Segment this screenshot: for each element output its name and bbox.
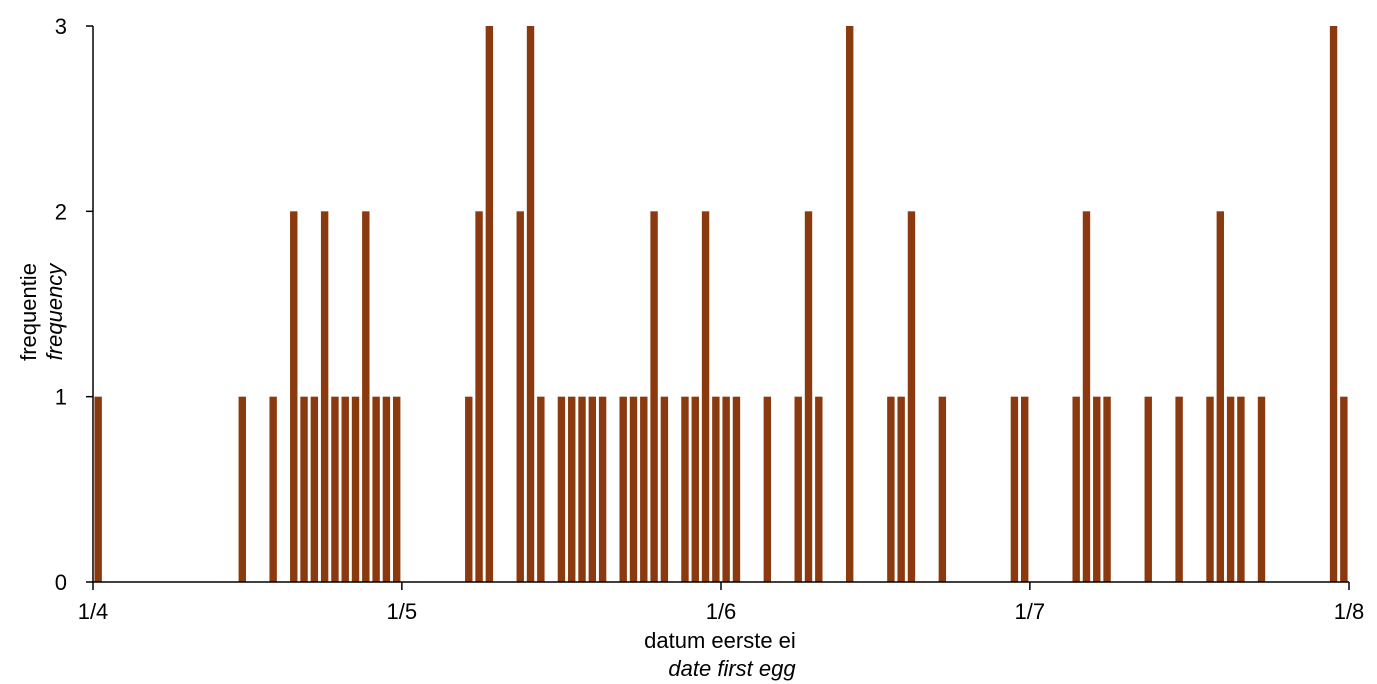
y-tick-label: 3: [55, 14, 67, 39]
bar: [1206, 396, 1214, 582]
bars-group: [94, 26, 1348, 582]
bar: [1257, 396, 1266, 582]
bar: [1010, 396, 1019, 582]
bar: [1237, 396, 1245, 582]
bar: [660, 396, 669, 582]
bar: [722, 396, 730, 582]
bar: [907, 211, 916, 582]
bar: [1103, 396, 1111, 582]
bar: [712, 396, 720, 582]
bar: [475, 211, 483, 582]
bar: [1093, 396, 1101, 582]
bar: [598, 396, 607, 582]
bar: [1226, 396, 1235, 582]
y-tick-label: 1: [55, 385, 67, 410]
bar: [568, 396, 576, 582]
y-tick-label: 0: [55, 570, 67, 595]
bar: [804, 211, 813, 582]
bar: [1021, 396, 1029, 582]
bar: [938, 396, 947, 582]
bar: [557, 396, 566, 582]
y-tick-label: 2: [55, 199, 67, 224]
bar: [238, 396, 246, 582]
x-axis-title: datum eerste ei: [644, 628, 796, 653]
bar: [794, 396, 802, 582]
x-axis-ticks: 1/4 1/5 1/6 1/7 1/8: [78, 582, 1365, 624]
bar: [1216, 211, 1225, 582]
bar: [701, 211, 710, 582]
bar: [681, 396, 689, 582]
bar: [640, 396, 648, 582]
bar: [1072, 396, 1080, 582]
bar: [691, 396, 699, 582]
x-tick-label: 1/8: [1334, 599, 1365, 624]
bar: [845, 26, 854, 582]
bar: [310, 396, 319, 582]
bar: [763, 396, 772, 582]
bar: [650, 211, 658, 582]
bar: [290, 211, 298, 582]
bar: [588, 396, 597, 582]
bar: [732, 396, 741, 582]
bar: [372, 396, 380, 582]
bar: [1340, 396, 1348, 582]
bar: [300, 396, 308, 582]
x-tick-label: 1/4: [78, 599, 109, 624]
x-axis-title-english: date first egg: [668, 656, 796, 681]
bar: [465, 396, 473, 582]
bar: [537, 396, 545, 582]
bar: [887, 396, 895, 582]
bar: [331, 396, 339, 582]
bar: [269, 396, 277, 582]
bar: [526, 26, 535, 582]
bar: [619, 396, 627, 582]
bar: [1329, 26, 1338, 582]
x-tick-label: 1/7: [1015, 599, 1046, 624]
bar: [578, 396, 586, 582]
bar: [393, 396, 401, 582]
bar: [485, 26, 494, 582]
y-axis-title-english: frequency: [42, 262, 67, 361]
x-tick-label: 1/5: [387, 599, 418, 624]
bar: [320, 211, 329, 582]
bar: [1175, 396, 1183, 582]
bar: [629, 396, 638, 582]
bar: [382, 396, 391, 582]
bar: [1144, 396, 1152, 582]
bar: [897, 396, 905, 582]
bar: [341, 396, 349, 582]
y-axis-title: frequentie: [16, 263, 41, 361]
bar: [1082, 211, 1091, 582]
y-axis-ticks: 0 1 2 3: [55, 14, 93, 595]
x-tick-label: 1/6: [706, 599, 737, 624]
bar: [815, 396, 823, 582]
bar: [94, 396, 102, 582]
bar: [516, 211, 524, 582]
bar: [362, 211, 370, 582]
bar: [351, 396, 360, 582]
